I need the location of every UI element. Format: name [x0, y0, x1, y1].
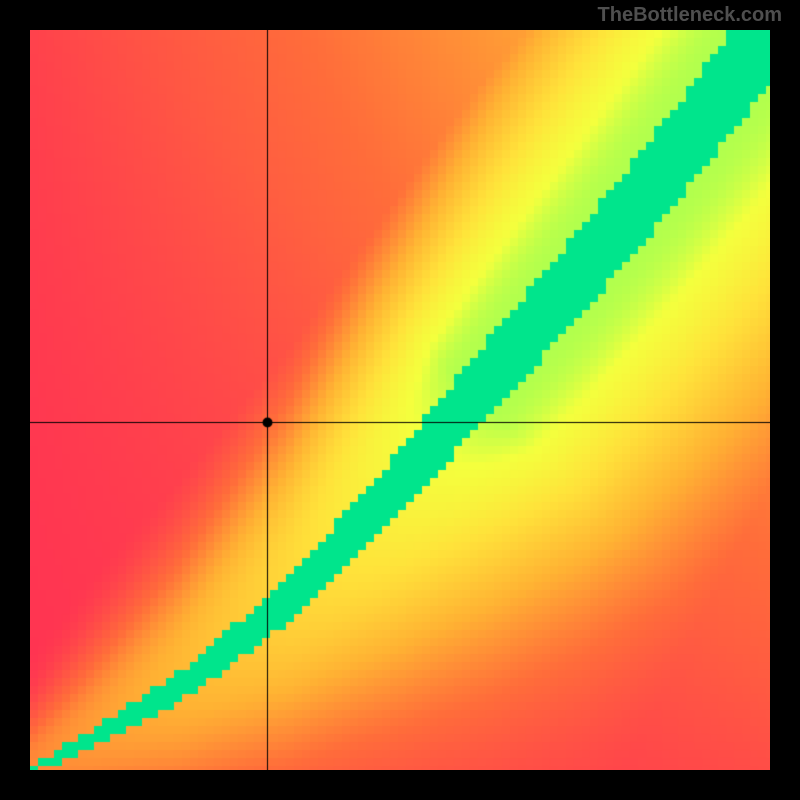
root: TheBottleneck.com — [0, 0, 800, 800]
watermark-text: TheBottleneck.com — [598, 4, 782, 27]
heatmap-canvas — [30, 30, 770, 770]
